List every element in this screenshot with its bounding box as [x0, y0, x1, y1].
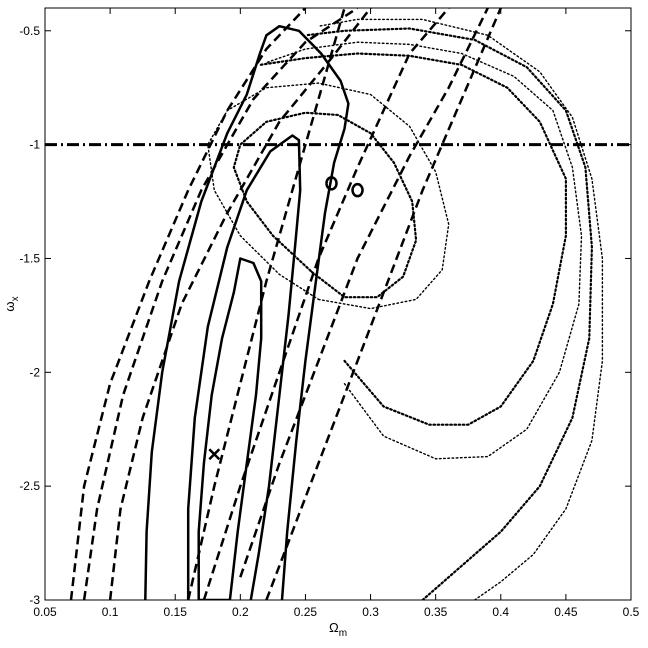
x-tick-label: 0.4: [492, 605, 509, 619]
marker-circle-1: [325, 176, 338, 191]
series-curve-14-dotted: [258, 52, 567, 426]
series-curve-4-solid: [144, 24, 350, 600]
x-tick-label: 0.15: [164, 605, 188, 619]
y-tick-label: -3: [29, 593, 40, 607]
series-curve-3-solid: [186, 134, 302, 600]
y-axis-label: ωx: [2, 296, 21, 311]
x-tick-label: 0.25: [294, 605, 318, 619]
series-curve-16-dotted: [304, 27, 593, 600]
series-layer: [45, 8, 631, 600]
x-tick-label: 0.3: [362, 605, 379, 619]
x-tick-label: 0.2: [232, 605, 249, 619]
series-curve-13-dotted: [207, 82, 450, 310]
series-curve-15-dotted: [265, 41, 583, 460]
series-curve-17-dotted: [317, 18, 604, 600]
x-axis-label-sub: m: [339, 628, 347, 639]
y-tick-label: -1.5: [19, 251, 40, 265]
series-curve-9-dashed: [108, 8, 372, 600]
y-tick-label: -1: [29, 138, 40, 152]
x-axis-label: Ωm: [329, 620, 347, 639]
y-tick-label: -0.5: [19, 24, 40, 38]
plot-background: [45, 8, 631, 600]
series-curve-7-dashed: [69, 8, 307, 600]
y-axis-label-sub: x: [10, 296, 21, 301]
x-tick-label: 0.05: [33, 605, 57, 619]
x-tick-label: 0.1: [102, 605, 119, 619]
y-tick-label: -2.5: [19, 479, 40, 493]
series-curve-8-dashed: [82, 8, 359, 600]
x-tick-label: 0.45: [554, 605, 578, 619]
series-curve-10-dashed: [239, 8, 489, 578]
series-curve-12-dotted: [232, 111, 418, 299]
plot-frame: [44, 7, 632, 601]
marker-cross-3: [208, 448, 221, 461]
series-curve-5-dashed: [186, 8, 346, 600]
y-tick-label: -2: [29, 365, 40, 379]
x-tick-label: 0.35: [424, 605, 448, 619]
marker-circle-2: [351, 182, 364, 198]
tick-layer: 0.05 0.1 0.15 0.2 0.25 0.3 0.35 0.4 0.45 0.5 -3 -2.…: [19, 8, 640, 619]
marker-layer: [208, 176, 364, 461]
x-tick-label: 0.5: [623, 605, 640, 619]
series-curve-6-dashed: [202, 8, 450, 600]
